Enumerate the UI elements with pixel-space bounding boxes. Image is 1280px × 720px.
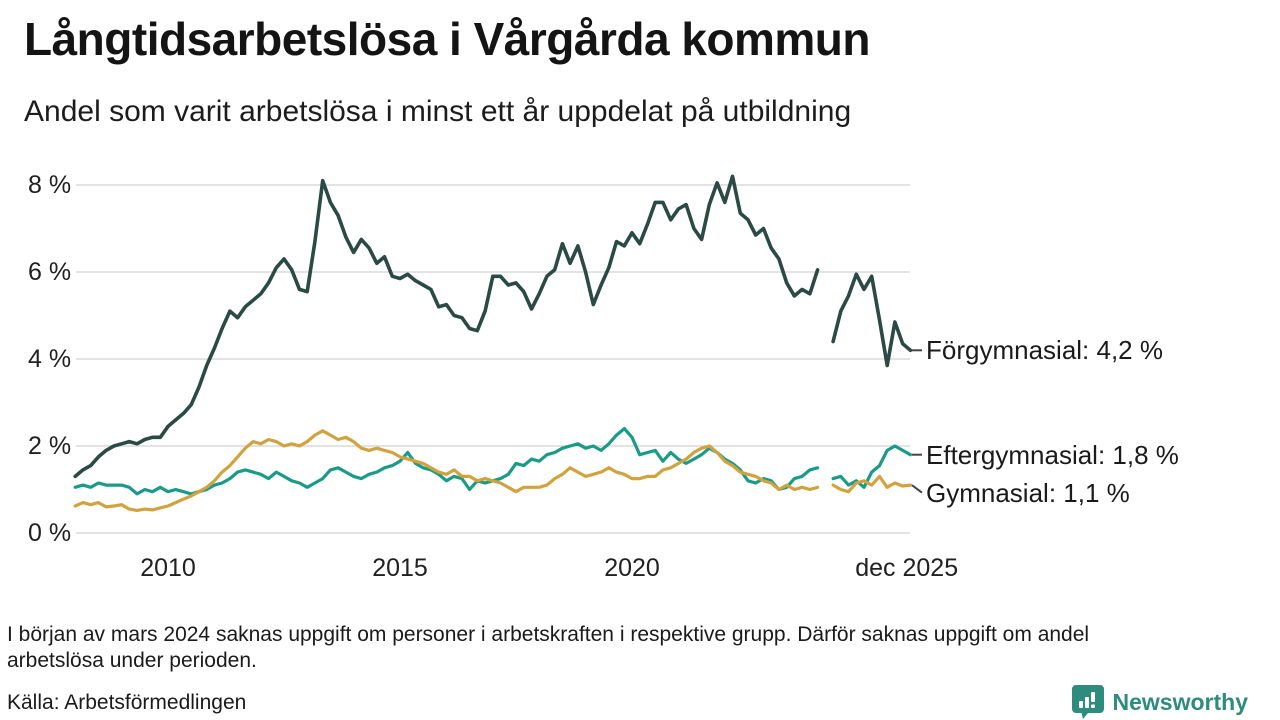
newsworthy-icon bbox=[1071, 685, 1104, 719]
y-axis-label: 4 % bbox=[28, 345, 72, 373]
x-axis-label: 2015 bbox=[372, 554, 428, 582]
x-axis-label: dec 2025 bbox=[855, 554, 959, 582]
series-end-label-förgymnasial: Förgymnasial: 4,2 % bbox=[926, 335, 1163, 366]
series-line-förgymnasial bbox=[831, 272, 913, 368]
y-axis-label: 8 % bbox=[28, 171, 72, 199]
source-note: Källa: Arbetsförmedlingen bbox=[7, 691, 247, 714]
series-line-gymnasial bbox=[73, 429, 820, 512]
series-line-förgymnasial bbox=[73, 174, 820, 479]
series-line-gymnasial bbox=[831, 474, 913, 494]
series-end-label-eftergymnasial: Eftergymnasial: 1,8 % bbox=[926, 439, 1179, 470]
brand-logo: Newsworthy bbox=[1071, 684, 1248, 720]
x-axis-label: 2010 bbox=[140, 554, 196, 582]
y-axis-label: 6 % bbox=[28, 258, 72, 286]
label-connector bbox=[911, 484, 923, 494]
page-title: Långtidsarbetslösa i Vårgårda kommun bbox=[24, 13, 871, 65]
footnote: I början av mars 2024 saknas uppgift om … bbox=[7, 623, 1090, 672]
series-line-eftergymnasial bbox=[73, 427, 820, 496]
y-axis-label: 2 % bbox=[28, 432, 72, 460]
brand-name: Newsworthy bbox=[1112, 688, 1248, 715]
x-axis-label: 2020 bbox=[604, 554, 660, 582]
series-line-eftergymnasial bbox=[831, 444, 913, 489]
chart-subtitle: Andel som varit arbetslösa i minst ett å… bbox=[24, 95, 852, 128]
y-axis-label: 0 % bbox=[28, 519, 72, 547]
series-end-label-gymnasial: Gymnasial: 1,1 % bbox=[926, 477, 1130, 508]
